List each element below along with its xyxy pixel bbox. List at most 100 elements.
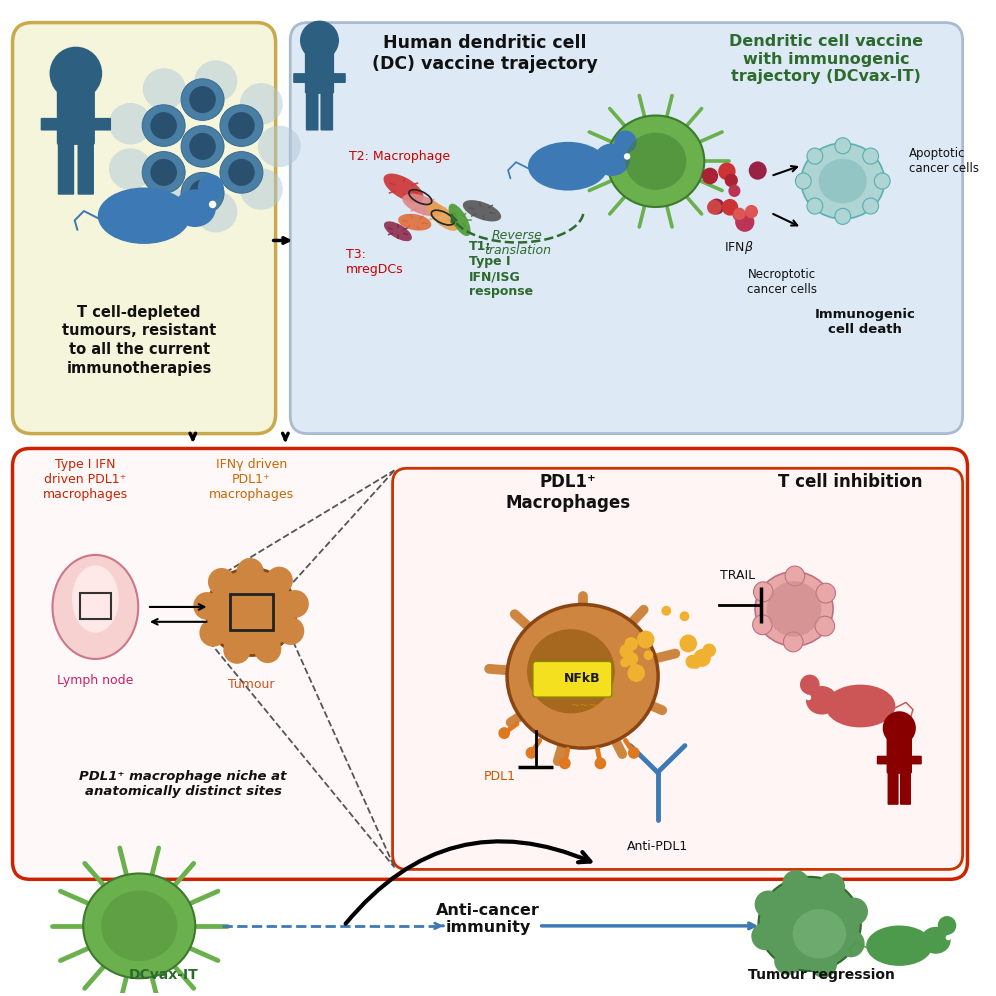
Text: Human dendritic cell
(DC) vaccine trajectory: Human dendritic cell (DC) vaccine trajec… <box>373 35 598 74</box>
Text: NFkB: NFkB <box>565 671 601 685</box>
Circle shape <box>595 757 607 769</box>
Circle shape <box>796 173 811 189</box>
Circle shape <box>621 657 629 667</box>
Circle shape <box>937 916 956 935</box>
Circle shape <box>782 871 810 897</box>
Ellipse shape <box>398 214 431 230</box>
FancyBboxPatch shape <box>887 771 898 805</box>
Circle shape <box>751 922 779 950</box>
FancyBboxPatch shape <box>58 142 75 195</box>
Circle shape <box>236 558 264 586</box>
Ellipse shape <box>84 873 195 978</box>
Circle shape <box>150 159 177 186</box>
Text: ~~~: ~~~ <box>571 701 599 711</box>
Circle shape <box>223 636 251 663</box>
Circle shape <box>559 757 571 769</box>
Ellipse shape <box>109 103 152 144</box>
Ellipse shape <box>142 183 185 225</box>
Text: Anti-PDL1: Anti-PDL1 <box>627 840 688 853</box>
FancyBboxPatch shape <box>41 118 60 130</box>
FancyBboxPatch shape <box>533 661 612 697</box>
FancyBboxPatch shape <box>900 771 911 805</box>
Ellipse shape <box>806 686 838 714</box>
Ellipse shape <box>608 116 704 207</box>
Ellipse shape <box>220 151 263 193</box>
Circle shape <box>498 727 510 739</box>
Text: T cell inhibition: T cell inhibition <box>778 473 923 491</box>
Circle shape <box>709 198 724 214</box>
Circle shape <box>882 711 916 745</box>
Text: IFN$\beta$: IFN$\beta$ <box>724 238 753 256</box>
Ellipse shape <box>801 143 884 219</box>
FancyBboxPatch shape <box>57 81 95 144</box>
Text: TRAIL: TRAIL <box>720 569 755 583</box>
FancyBboxPatch shape <box>13 23 276 433</box>
Ellipse shape <box>793 909 847 958</box>
FancyBboxPatch shape <box>13 448 967 879</box>
Circle shape <box>810 950 837 978</box>
Circle shape <box>785 566 805 586</box>
Circle shape <box>841 897 868 925</box>
Ellipse shape <box>383 173 423 202</box>
Circle shape <box>623 153 630 159</box>
Circle shape <box>620 644 633 658</box>
Circle shape <box>254 635 281 663</box>
Ellipse shape <box>463 200 501 221</box>
Ellipse shape <box>142 151 185 193</box>
Text: Necroptotic
cancer cells: Necroptotic cancer cells <box>747 268 818 296</box>
Circle shape <box>707 200 721 214</box>
Text: IFNγ driven
PDL1⁺
macrophages: IFNγ driven PDL1⁺ macrophages <box>209 458 294 501</box>
Circle shape <box>693 649 711 667</box>
Circle shape <box>685 654 699 668</box>
Circle shape <box>753 615 772 634</box>
Ellipse shape <box>258 125 301 167</box>
Circle shape <box>189 179 216 207</box>
Text: Lymph node: Lymph node <box>57 674 133 687</box>
Text: T1:
Type I
IFN/ISG
response: T1: Type I IFN/ISG response <box>468 240 533 299</box>
FancyBboxPatch shape <box>290 23 963 433</box>
Circle shape <box>691 659 701 669</box>
Circle shape <box>189 132 216 160</box>
Circle shape <box>627 664 645 682</box>
Circle shape <box>767 582 822 636</box>
Circle shape <box>754 582 773 602</box>
Circle shape <box>807 198 823 214</box>
Circle shape <box>725 173 738 187</box>
Circle shape <box>615 130 636 153</box>
Text: PDL1⁺
Macrophages: PDL1⁺ Macrophages <box>505 473 630 512</box>
Circle shape <box>807 148 823 164</box>
Text: Immunogenic
cell death: Immunogenic cell death <box>815 308 915 336</box>
Ellipse shape <box>507 605 658 748</box>
FancyBboxPatch shape <box>392 468 963 870</box>
Text: Tumour regression: Tumour regression <box>748 968 894 982</box>
FancyBboxPatch shape <box>293 73 308 83</box>
Circle shape <box>838 929 865 957</box>
Circle shape <box>300 21 339 60</box>
Circle shape <box>732 208 745 221</box>
Circle shape <box>228 159 255 186</box>
Text: PDL1⁺ macrophage niche at
anatomically distinct sites: PDL1⁺ macrophage niche at anatomically d… <box>80 770 287 799</box>
FancyBboxPatch shape <box>321 91 333 130</box>
Circle shape <box>835 208 851 224</box>
Circle shape <box>800 674 820 694</box>
Text: Tumour: Tumour <box>228 678 275 691</box>
Text: DCvax-IT: DCvax-IT <box>128 968 198 982</box>
Circle shape <box>209 200 216 208</box>
Circle shape <box>702 643 716 657</box>
Circle shape <box>702 167 718 184</box>
Circle shape <box>735 212 754 232</box>
Circle shape <box>679 612 689 622</box>
Ellipse shape <box>194 191 237 232</box>
Ellipse shape <box>759 876 861 971</box>
Ellipse shape <box>383 221 412 241</box>
Circle shape <box>189 86 216 114</box>
Circle shape <box>679 634 697 652</box>
Text: Dendritic cell vaccine
with immunogenic
trajectory (DCvax-IT): Dendritic cell vaccine with immunogenic … <box>729 35 923 85</box>
Ellipse shape <box>142 105 185 146</box>
Circle shape <box>198 174 224 200</box>
Ellipse shape <box>448 203 470 236</box>
Circle shape <box>818 873 846 900</box>
Text: Apoptotic
cancer cells: Apoptotic cancer cells <box>909 147 979 175</box>
Circle shape <box>815 617 835 636</box>
Circle shape <box>643 650 653 660</box>
